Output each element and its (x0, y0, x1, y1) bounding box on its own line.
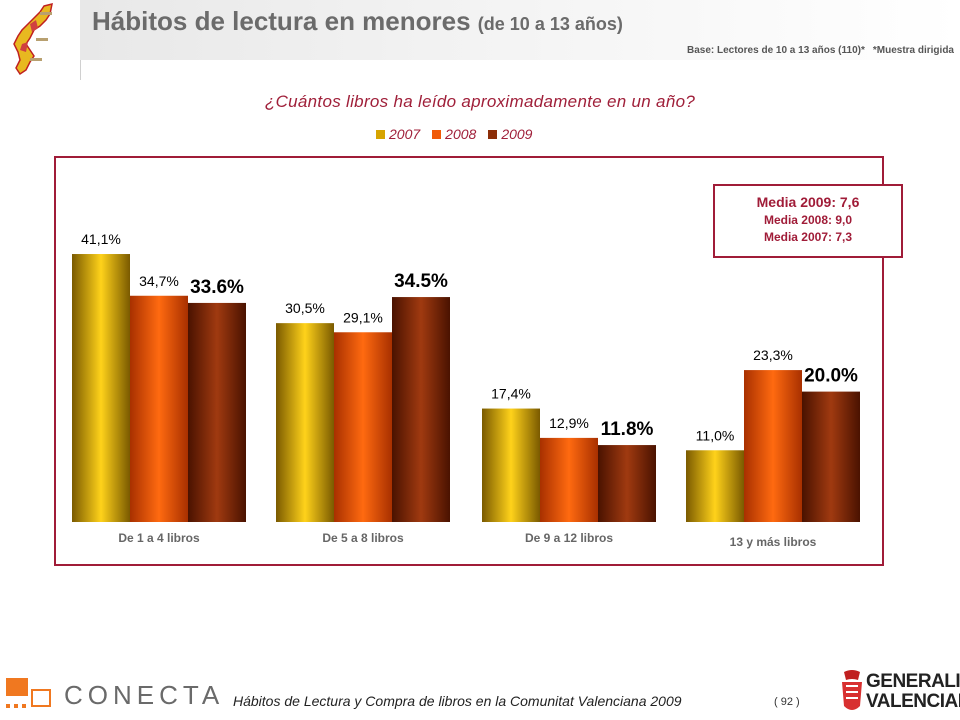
legend-item-2008: 2008 (432, 126, 476, 142)
category-label-1: De 1 a 4 libros (118, 531, 200, 545)
bar-2009-3 (598, 445, 656, 522)
average-2009: Media 2009: 7,6 (756, 194, 860, 210)
bar-2008-3 (540, 437, 598, 522)
average-2007: Media 2007: 7,3 (763, 230, 853, 244)
bar-2008-4 (744, 370, 802, 522)
title-main: Hábitos de lectura en menores (92, 6, 471, 36)
bar-2007-3 (482, 408, 540, 522)
legend-label-2009: 2009 (501, 126, 533, 142)
data-label-2008-3: 12,9% (549, 415, 589, 431)
bar-2008-2 (334, 332, 392, 522)
legend-item-2009: 2009 (488, 126, 532, 142)
data-label-2007-4: 11,0% (696, 427, 735, 443)
region-map-logo (0, 0, 81, 80)
bar-2007-2 (276, 323, 334, 522)
data-label-2008-4: 23,3% (753, 347, 793, 363)
chart-frame: 41,1% 34,7% 33.6% De 1 a 4 libros 30,5% 29,1%… (54, 156, 884, 566)
bar-2009-4 (802, 391, 860, 522)
gv-line1: GENERALITAT (866, 671, 960, 692)
category-label-4: 13 y más libros (730, 535, 817, 549)
base-note-text: Base: Lectores de 10 a 13 años (110)* (686, 45, 865, 56)
conecta-brand: CONECTA (64, 680, 225, 710)
footer-caption: Hábitos de Lectura y Compra de libros en… (233, 693, 682, 709)
page-number: ( 92 ) (774, 696, 800, 708)
data-label-2008-1: 34,7% (139, 273, 179, 289)
chart-question: ¿Cuántos libros ha leído aproximadamente… (264, 92, 696, 111)
data-label-2009-2: 34.5% (394, 271, 448, 292)
title-suffix: (de 10 a 13 años) (477, 14, 623, 34)
chart-legend: 2007 2008 2009 (376, 126, 532, 142)
average-2008: Media 2008: 9,0 (763, 213, 853, 227)
legend-swatch-2007 (376, 129, 385, 139)
bar-2008-1 (130, 295, 188, 522)
data-label-2008-2: 29,1% (343, 309, 383, 325)
legend-item-2007: 2007 (376, 126, 420, 142)
bar-2007-1 (72, 254, 130, 522)
base-note: Base: Lectores de 10 a 13 años (110)* *Mu… (687, 45, 954, 56)
bar-2009-1 (188, 302, 246, 522)
valencia-map-icon (13, 2, 53, 76)
data-label-2009-3: 11.8% (601, 419, 654, 440)
sample-note-text: *Muestra dirigida (872, 45, 954, 56)
legend-label-2007: 2007 (389, 126, 421, 142)
generalitat-wordmark: GENERALITAT VALENCIANA (866, 672, 960, 712)
category-label-2: De 5 a 8 libros (322, 531, 404, 545)
data-label-2007-1: 41,1% (81, 231, 121, 247)
data-label-2007-2: 30,5% (285, 300, 325, 316)
conecta-logo-icon (6, 678, 51, 708)
page-title: Hábitos de lectura en menores (de 10 a 1… (92, 6, 623, 37)
bar-2009-2 (392, 297, 450, 522)
bar-2007-4 (686, 450, 744, 522)
category-label-3: De 9 a 12 libros (525, 531, 613, 545)
data-label-2007-3: 17,4% (491, 386, 531, 402)
gv-line2: VALENCIANA (866, 691, 960, 712)
header-bar (80, 0, 960, 60)
legend-label-2008: 2008 (445, 126, 477, 142)
data-label-2009-4: 20.0% (804, 366, 858, 387)
bar-chart: 41,1% 34,7% 33.6% De 1 a 4 libros 30,5% 29,1%… (72, 231, 860, 549)
average-box: Media 2009: 7,6 Media 2008: 9,0 Media 20… (713, 184, 903, 258)
legend-swatch-2008 (432, 129, 442, 139)
data-label-2009-1: 33.6% (190, 277, 244, 298)
generalitat-emblem-icon (842, 670, 862, 710)
legend-swatch-2009 (488, 129, 498, 139)
